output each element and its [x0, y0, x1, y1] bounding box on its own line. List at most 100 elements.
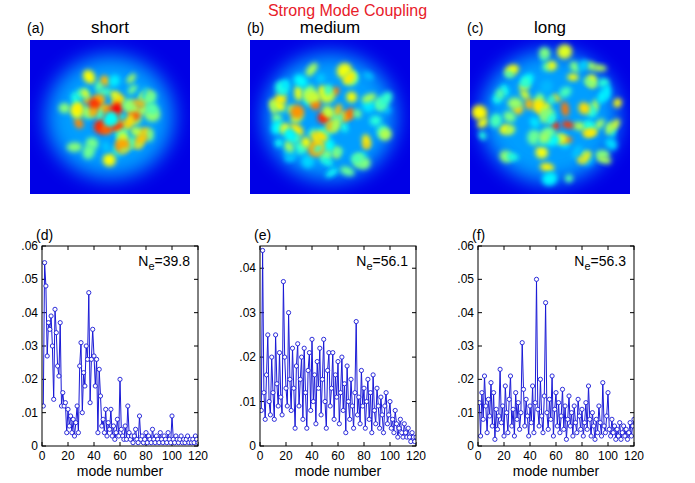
data-point: [490, 424, 494, 428]
data-point: [564, 437, 568, 441]
x-tick-label: 40: [523, 449, 537, 463]
data-point: [502, 434, 506, 438]
data-point: [260, 408, 263, 412]
speckle: [540, 170, 559, 188]
data-point: [63, 401, 67, 405]
data-point: [523, 424, 527, 428]
x-tick: [286, 442, 287, 446]
x-tick: [530, 246, 531, 250]
data-point: [606, 391, 610, 395]
data-point: [303, 391, 307, 395]
speckle: [281, 126, 299, 145]
data-point: [503, 384, 507, 388]
annotation: Ne=39.8: [138, 253, 190, 272]
chart: (d)0204060801001200.01.02.03.04.05.06mod…: [21, 227, 208, 479]
y-tick: [194, 312, 198, 313]
speckle: [320, 103, 337, 121]
x-tick: [390, 246, 391, 250]
speckle: [352, 108, 362, 119]
speckle: [501, 109, 517, 125]
data-point: [336, 359, 340, 363]
data-point: [499, 421, 503, 425]
data-point: [540, 414, 544, 418]
data-point: [83, 384, 87, 388]
annotation: Ne=56.3: [574, 253, 626, 272]
x-tick-label: 120: [188, 449, 208, 463]
data-point: [43, 261, 47, 265]
data-point: [348, 417, 352, 421]
x-tick: [120, 442, 121, 446]
x-tick: [312, 442, 313, 446]
data-point: [605, 414, 609, 418]
data-point: [292, 386, 296, 390]
speckle: [81, 143, 97, 161]
data-point: [528, 404, 532, 408]
image-title: medium: [300, 18, 360, 37]
data-point: [262, 391, 266, 395]
data-point: [480, 391, 484, 395]
speckle: [361, 70, 375, 82]
annotation-part: =56.1: [373, 253, 409, 269]
speckle: [291, 72, 310, 90]
speckle: [593, 64, 608, 71]
speckle: [567, 73, 579, 81]
data-point: [485, 431, 489, 435]
data-point: [593, 437, 597, 441]
data-point: [507, 397, 511, 401]
data-point: [597, 404, 601, 408]
data-point: [344, 431, 348, 435]
data-point: [79, 341, 83, 345]
image-glow: [46, 56, 174, 179]
data-point: [318, 346, 322, 350]
data-point: [584, 401, 588, 405]
y-tick: [478, 312, 482, 313]
speckle: [346, 107, 354, 120]
data-point: [588, 417, 592, 421]
data-point: [583, 421, 587, 425]
data-point: [78, 364, 82, 368]
data-point: [293, 426, 297, 430]
data-point: [326, 368, 330, 372]
data-point: [558, 431, 562, 435]
data-point: [97, 367, 101, 371]
data-point: [481, 417, 485, 421]
data-point: [488, 414, 492, 418]
data-point: [261, 248, 265, 252]
y-tick: [412, 401, 416, 402]
data-point: [319, 413, 323, 417]
image-title: short: [91, 18, 129, 37]
data-point: [374, 422, 378, 426]
image-glow: [481, 51, 619, 184]
data-point: [554, 391, 558, 395]
panel-label: (c): [467, 20, 483, 36]
data-point: [590, 411, 594, 415]
speckle: [79, 87, 91, 100]
speckle: [507, 97, 523, 109]
y-tick: [194, 412, 198, 413]
data-point: [309, 408, 313, 412]
y-tick-label: .03: [457, 339, 474, 353]
y-tick: [194, 379, 198, 380]
data-point: [533, 401, 537, 405]
data-point: [287, 311, 291, 315]
data-point: [387, 413, 391, 417]
data-point: [91, 327, 95, 331]
data-point: [378, 426, 382, 430]
data-point: [98, 394, 102, 398]
data-point: [497, 414, 501, 418]
data-point: [311, 399, 315, 403]
y-tick: [412, 312, 416, 313]
data-point: [49, 314, 53, 318]
y-tick: [478, 279, 482, 280]
data-point: [495, 427, 499, 431]
data-point: [53, 307, 57, 311]
data-point: [576, 397, 580, 401]
data-point: [489, 381, 493, 385]
plot-frame: [42, 246, 198, 446]
data-point: [592, 424, 596, 428]
data-point: [527, 434, 531, 438]
data-point: [516, 401, 520, 405]
plot-data: [478, 277, 634, 441]
data-point: [532, 431, 536, 435]
data-point: [113, 437, 117, 441]
